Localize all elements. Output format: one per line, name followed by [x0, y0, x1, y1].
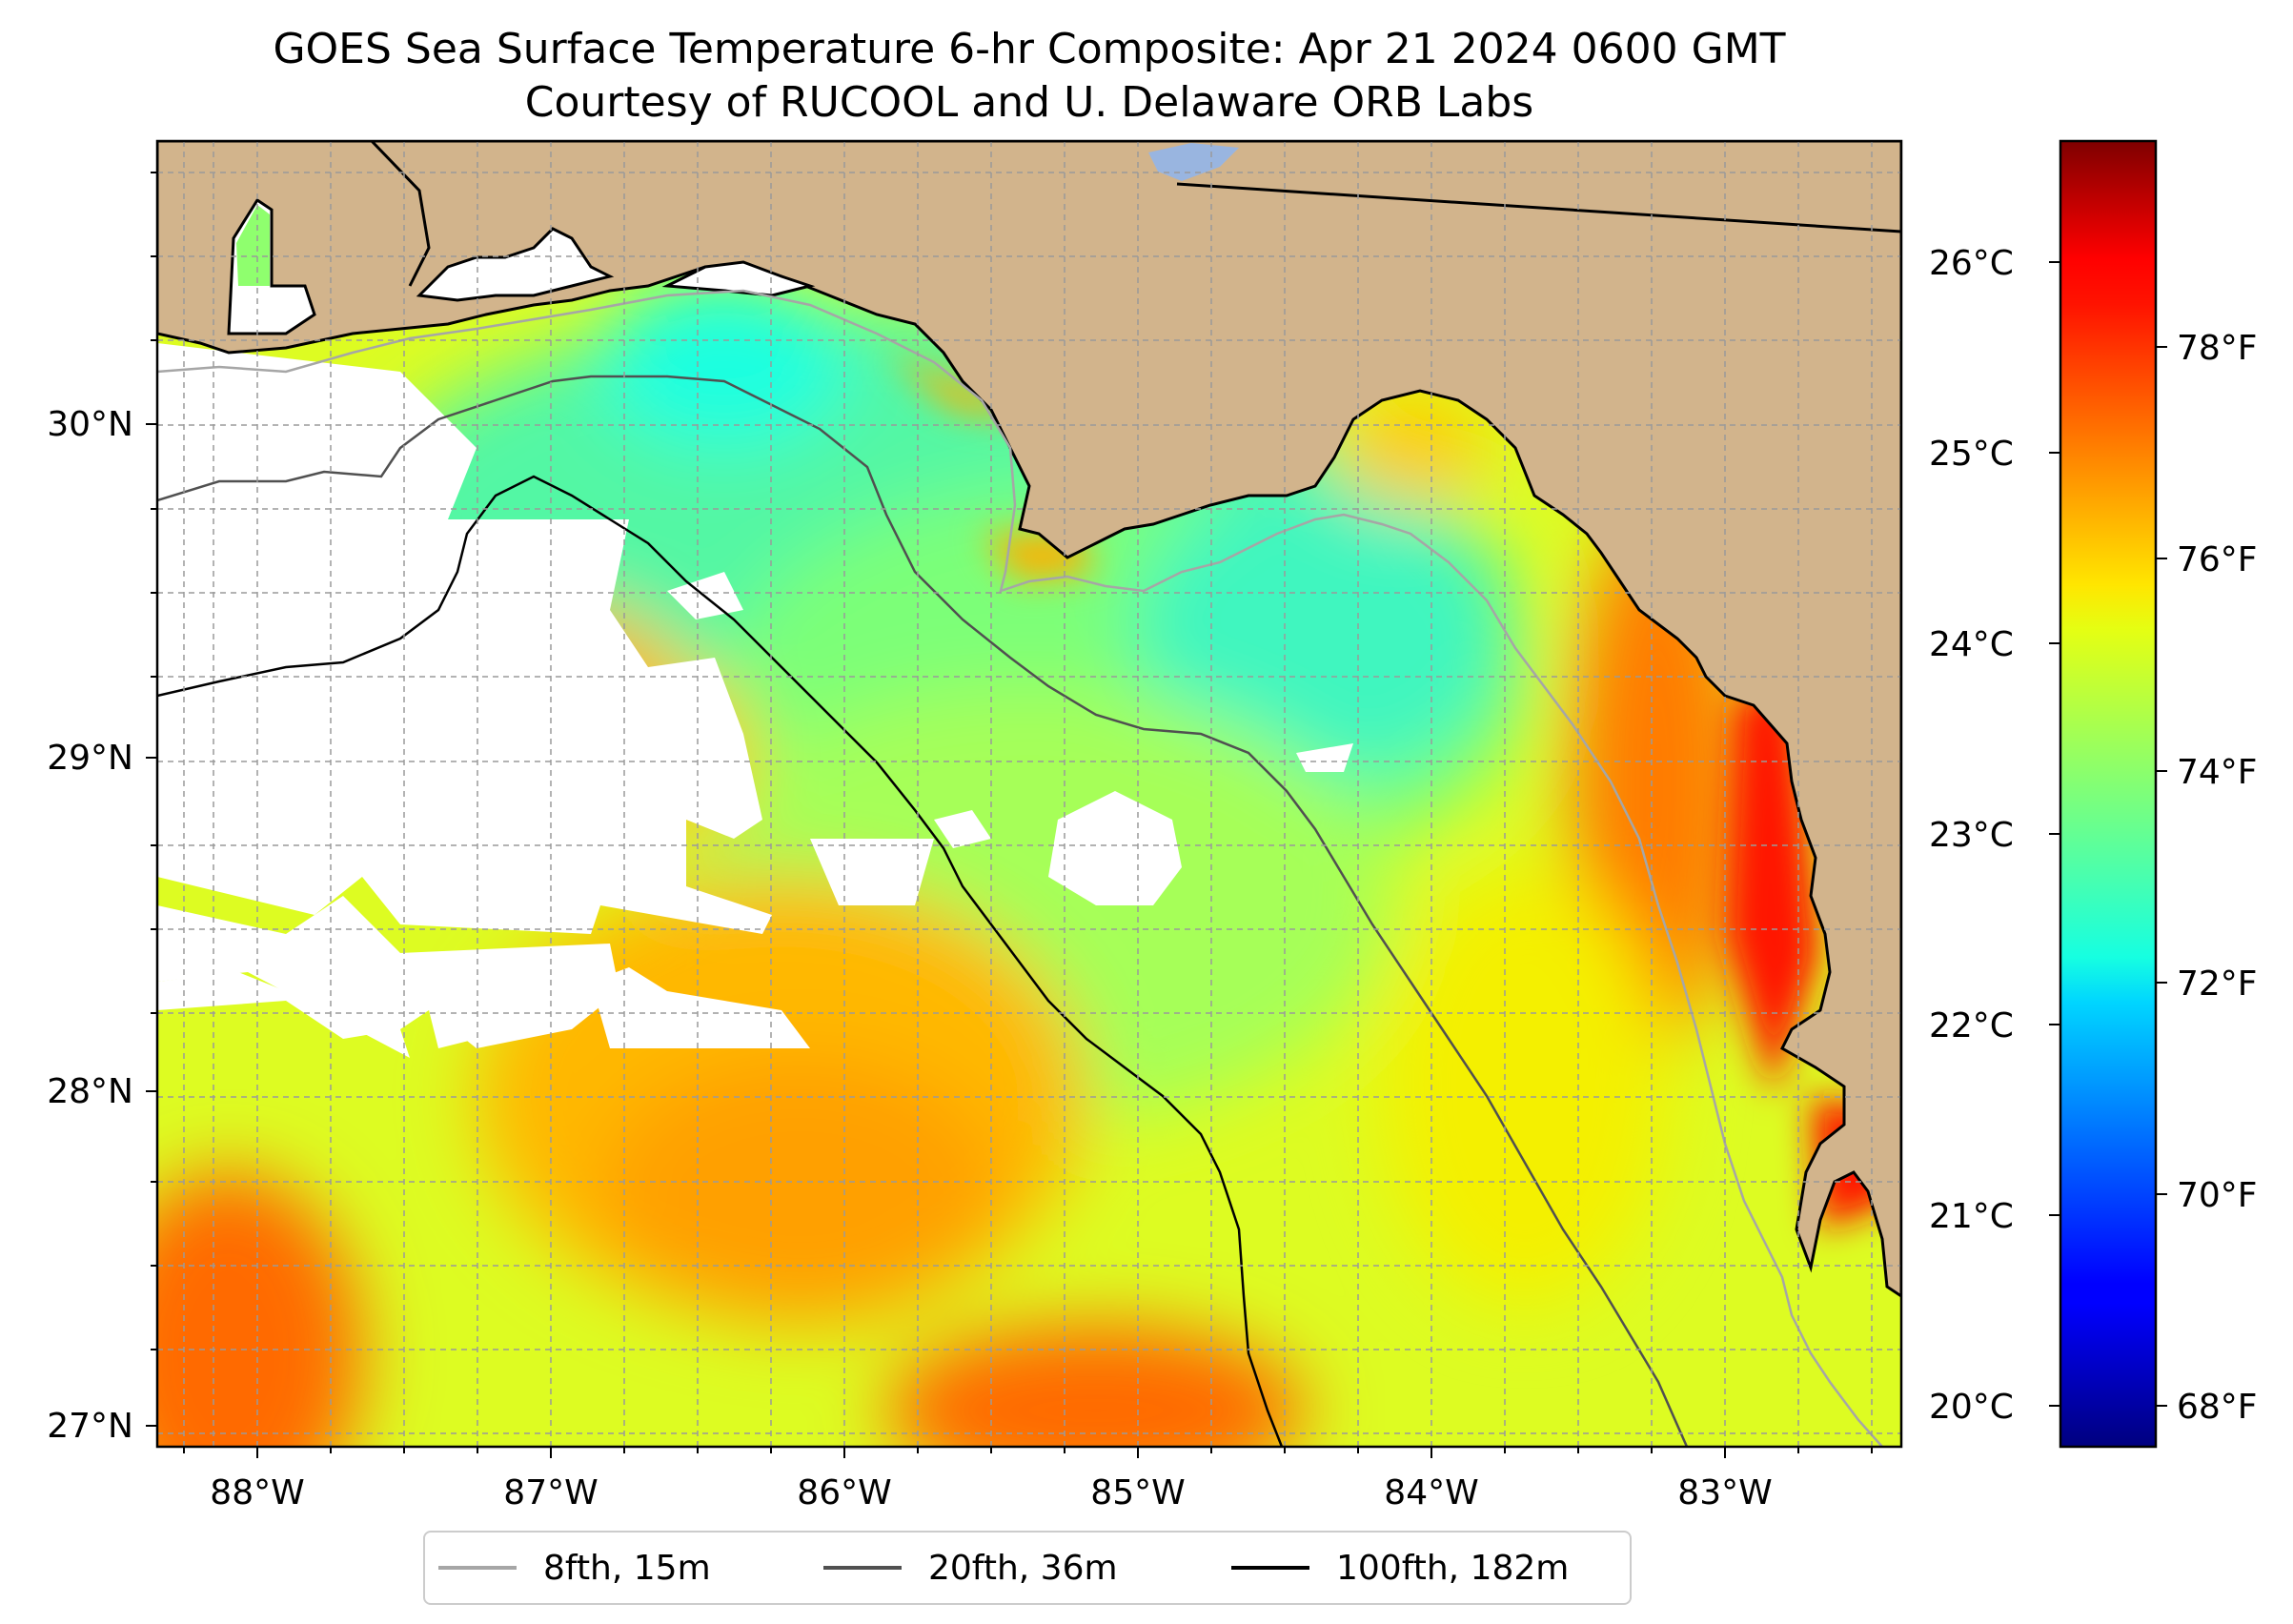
y-tick-label: 29°N: [47, 739, 133, 778]
legend-label-36m: 20fth, 36m: [928, 1548, 1118, 1588]
colorbar-fahrenheit-labels: 68°F 70°F 72°F 74°F 76°F 78°F: [2177, 329, 2258, 1427]
lake-seminole: [1148, 143, 1239, 181]
fahrenheit-tick-label: 76°F: [2177, 540, 2258, 579]
fahrenheit-tick-label: 78°F: [2177, 329, 2258, 368]
y-tick-label: 28°N: [47, 1072, 133, 1111]
isobath-182m: [157, 475, 1284, 1447]
colorbar-celsius-labels: 20°C 21°C 22°C 23°C 24°C 25°C 26°C: [1929, 244, 2014, 1427]
fahrenheit-tick-label: 74°F: [2177, 753, 2258, 792]
y-tick-label: 27°N: [47, 1407, 133, 1446]
x-axis-ticks: [183, 1447, 1873, 1458]
x-tick-label: 83°W: [1677, 1473, 1772, 1512]
x-tick-label: 86°W: [797, 1473, 891, 1512]
no-data-regions: [157, 343, 1353, 1058]
y-tick-label: 30°N: [47, 405, 133, 444]
legend-label-182m: 100fth, 182m: [1336, 1548, 1570, 1588]
map-title-line-2: Courtesy of RUCOOL and U. Delaware ORB L…: [524, 78, 1534, 127]
legend-line-182m: [1231, 1566, 1309, 1570]
x-tick-label: 84°W: [1384, 1473, 1478, 1512]
colorbar-celsius-ticks: [2049, 261, 2060, 1407]
y-axis-labels: 27°N 28°N 29°N 30°N: [47, 405, 133, 1446]
legend-item-182m: 100fth, 182m: [1231, 1533, 1569, 1603]
pensacola-bay: [416, 227, 615, 302]
legend-line-36m: [823, 1566, 902, 1570]
al-fl-border: [370, 141, 431, 287]
celsius-tick-label: 20°C: [1929, 1388, 2014, 1427]
x-tick-label: 87°W: [503, 1473, 598, 1512]
y-axis-ticks: [146, 172, 157, 1427]
map-title-line-1: GOES Sea Surface Temperature 6-hr Compos…: [273, 25, 1786, 73]
legend-label-15m: 8fth, 15m: [543, 1548, 711, 1588]
isobath-legend: 8fth, 15m 20fth, 36m 100fth, 182m: [423, 1531, 1632, 1605]
fahrenheit-tick-label: 70°F: [2177, 1176, 2258, 1215]
celsius-tick-label: 23°C: [1929, 816, 2014, 855]
colorbar-frame: [2059, 139, 2158, 1449]
mobile-bay-sst: [236, 205, 270, 286]
map-frame: [155, 139, 1903, 1449]
celsius-tick-label: 25°C: [1929, 435, 2014, 474]
isobath-36m: [157, 375, 1689, 1447]
state-border: [1176, 182, 1901, 233]
x-tick-label: 85°W: [1090, 1473, 1185, 1512]
colorbar-fahrenheit-ticks: [2156, 346, 2167, 1407]
x-tick-label: 88°W: [210, 1473, 304, 1512]
celsius-tick-label: 26°C: [1929, 244, 2014, 283]
celsius-tick-label: 22°C: [1929, 1006, 2014, 1045]
celsius-tick-label: 21°C: [1929, 1197, 2014, 1236]
fahrenheit-tick-label: 72°F: [2177, 964, 2258, 1004]
isobath-15m: [157, 289, 1883, 1447]
fahrenheit-tick-label: 68°F: [2177, 1388, 2258, 1427]
celsius-tick-label: 24°C: [1929, 625, 2014, 664]
legend-line-15m: [438, 1566, 517, 1570]
legend-item-15m: 8fth, 15m: [438, 1533, 711, 1603]
x-axis-labels: 88°W 87°W 86°W 85°W 84°W 83°W: [210, 1473, 1772, 1512]
gridlines: [157, 141, 1901, 1447]
legend-item-36m: 20fth, 36m: [823, 1533, 1118, 1603]
colorbar: [2060, 141, 2156, 1447]
